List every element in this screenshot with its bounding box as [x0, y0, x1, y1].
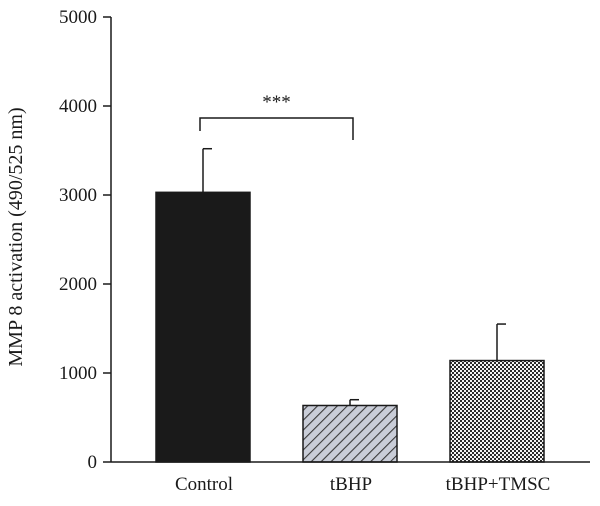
significance-label: ***: [262, 92, 291, 113]
y-tick-label: 2000: [59, 274, 97, 295]
y-tick-label: 5000: [59, 7, 97, 28]
y-axis: 0 1000 2000 3000 4000 5000: [59, 7, 112, 473]
bar-control: [155, 191, 251, 463]
bars-group: [155, 191, 545, 463]
error-bars-group: [202, 147, 506, 406]
significance-bracket: ***: [199, 92, 354, 140]
y-tick-label: 0: [88, 452, 98, 473]
x-category-label: tBHP+TMSC: [446, 474, 551, 495]
y-tick-label: 1000: [59, 363, 97, 384]
bar-tbhp-tmsc: [449, 359, 545, 463]
y-axis-title: MMP 8 activation (490/525 nm): [5, 107, 27, 366]
x-category-label: tBHP: [330, 474, 372, 495]
x-category-label: Control: [175, 474, 233, 495]
bar-tbhp: [302, 404, 398, 463]
y-tick-label: 4000: [59, 96, 97, 117]
x-axis: Control tBHP tBHP+TMSC: [111, 461, 590, 495]
y-tick-label: 3000: [59, 185, 97, 206]
significance-bracket-line: [199, 117, 354, 140]
